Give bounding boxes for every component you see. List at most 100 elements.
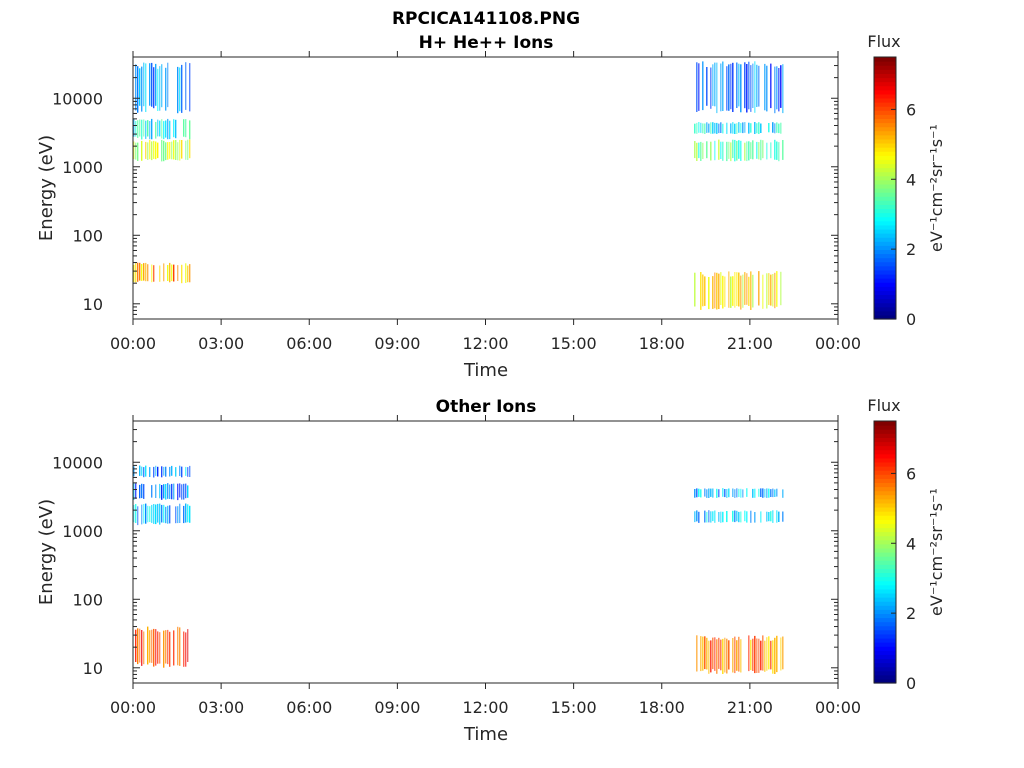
- heatmap-cell: [744, 142, 746, 161]
- heatmap-cell: [163, 484, 165, 499]
- heatmap-cell: [712, 64, 714, 106]
- heatmap-cell: [135, 263, 137, 283]
- heatmap-cell: [774, 272, 776, 309]
- heatmap-cell: [169, 262, 171, 283]
- x-axis-label: Time: [463, 360, 508, 381]
- heatmap-cell: [780, 65, 782, 108]
- heatmap-cell: [151, 62, 153, 107]
- heatmap-cell: [177, 626, 179, 666]
- heatmap-cell: [149, 506, 151, 522]
- heatmap-cell: [169, 505, 171, 524]
- heatmap-cell: [141, 504, 143, 525]
- heatmap-cell: [736, 62, 738, 108]
- heatmap-cell: [714, 637, 716, 671]
- heatmap-cell: [165, 142, 167, 161]
- heatmap-cell: [746, 64, 748, 113]
- colorbar-unit-label: eV⁻¹cm⁻²sr⁻¹s⁻¹: [927, 124, 946, 252]
- colorbar-step: [874, 617, 896, 623]
- heatmap-cell: [157, 119, 159, 137]
- colorbar-step: [874, 580, 896, 586]
- colorbar-step: [874, 515, 896, 520]
- heatmap-cell: [738, 140, 740, 159]
- colorbar-step: [874, 163, 896, 169]
- heatmap-cell: [702, 61, 704, 111]
- colorbar-step: [874, 282, 896, 287]
- heatmap-cell: [706, 637, 708, 670]
- y-tick-label: 10: [83, 295, 103, 314]
- heatmap-cell: [143, 467, 145, 478]
- heatmap-cell: [750, 271, 752, 310]
- heatmap-cell: [153, 265, 155, 282]
- heatmap-cell: [780, 122, 782, 134]
- heatmap-cell: [772, 640, 774, 674]
- colorbar-step: [874, 114, 896, 119]
- heatmap-cell: [151, 629, 153, 663]
- heatmap-cell: [171, 483, 173, 500]
- heatmap-cell: [189, 465, 191, 477]
- colorbar-step: [874, 273, 896, 279]
- heatmap-cell: [173, 264, 175, 282]
- heatmap-cell: [718, 512, 720, 522]
- heatmap-cell: [169, 142, 171, 159]
- heatmap-cell: [157, 466, 159, 477]
- heatmap-cell: [730, 63, 732, 110]
- heatmap-cell: [720, 639, 722, 671]
- heatmap-cell: [135, 142, 137, 160]
- heatmap-cell: [702, 123, 704, 134]
- x-tick-label: 12:00: [462, 698, 508, 717]
- heatmap-cell: [704, 510, 706, 523]
- heatmap-cell: [752, 63, 754, 108]
- colorbar-step: [874, 89, 896, 95]
- colorbar-step: [874, 670, 896, 676]
- heatmap-cell: [728, 271, 730, 308]
- heatmap-cell: [734, 139, 736, 162]
- heatmap-cell: [738, 272, 740, 307]
- heatmap-cell: [133, 466, 135, 477]
- colorbar-tick-label: 0: [906, 310, 916, 329]
- heatmap-area: [133, 61, 784, 310]
- heatmap-cell: [135, 629, 137, 662]
- colorbar-step: [874, 543, 896, 549]
- heatmap-cell: [698, 142, 700, 159]
- heatmap-cell: [728, 64, 730, 111]
- heatmap-cell: [732, 276, 734, 306]
- heatmap-cell: [696, 142, 698, 161]
- heatmap-cell: [149, 467, 151, 477]
- x-tick-label: 21:00: [727, 698, 773, 717]
- heatmap-cell: [730, 142, 732, 162]
- heatmap-cell: [149, 63, 151, 106]
- colorbar-step: [874, 93, 896, 99]
- heatmap-cell: [698, 488, 700, 497]
- colorbar-tick-label: 6: [906, 100, 916, 119]
- x-tick-label: 03:00: [198, 698, 244, 717]
- heatmap-cell: [143, 631, 145, 665]
- colorbar-step: [874, 601, 896, 606]
- heatmap-cell: [710, 640, 712, 673]
- colorbar-step: [874, 294, 896, 300]
- heatmap-cell: [760, 640, 762, 671]
- heatmap-cell: [141, 466, 143, 476]
- colorbar-step: [874, 498, 896, 504]
- heatmap-cell: [177, 506, 179, 524]
- heatmap-cell: [700, 489, 702, 498]
- heatmap-cell: [740, 488, 742, 498]
- heatmap-cell: [736, 272, 738, 306]
- heatmap-cell: [145, 141, 147, 159]
- heatmap-cell: [135, 121, 137, 137]
- heatmap-cell: [766, 637, 768, 671]
- heatmap-cell: [147, 142, 149, 160]
- colorbar-step: [874, 142, 896, 148]
- heatmap-cell: [145, 262, 147, 282]
- heatmap-cell: [736, 140, 738, 161]
- heatmap-cell: [177, 66, 179, 114]
- heatmap-cell: [708, 123, 710, 133]
- heatmap-cell: [728, 488, 730, 498]
- heatmap-segment: [694, 61, 784, 310]
- colorbar-step: [874, 625, 896, 631]
- colorbar-step: [874, 269, 896, 275]
- heatmap-cell: [724, 489, 726, 498]
- y-axis-label: Energy (eV): [36, 499, 57, 605]
- y-axis-ticks: 10 100 1000 10000: [52, 56, 838, 320]
- colorbar-step: [874, 233, 896, 238]
- heatmap-cell: [155, 141, 157, 160]
